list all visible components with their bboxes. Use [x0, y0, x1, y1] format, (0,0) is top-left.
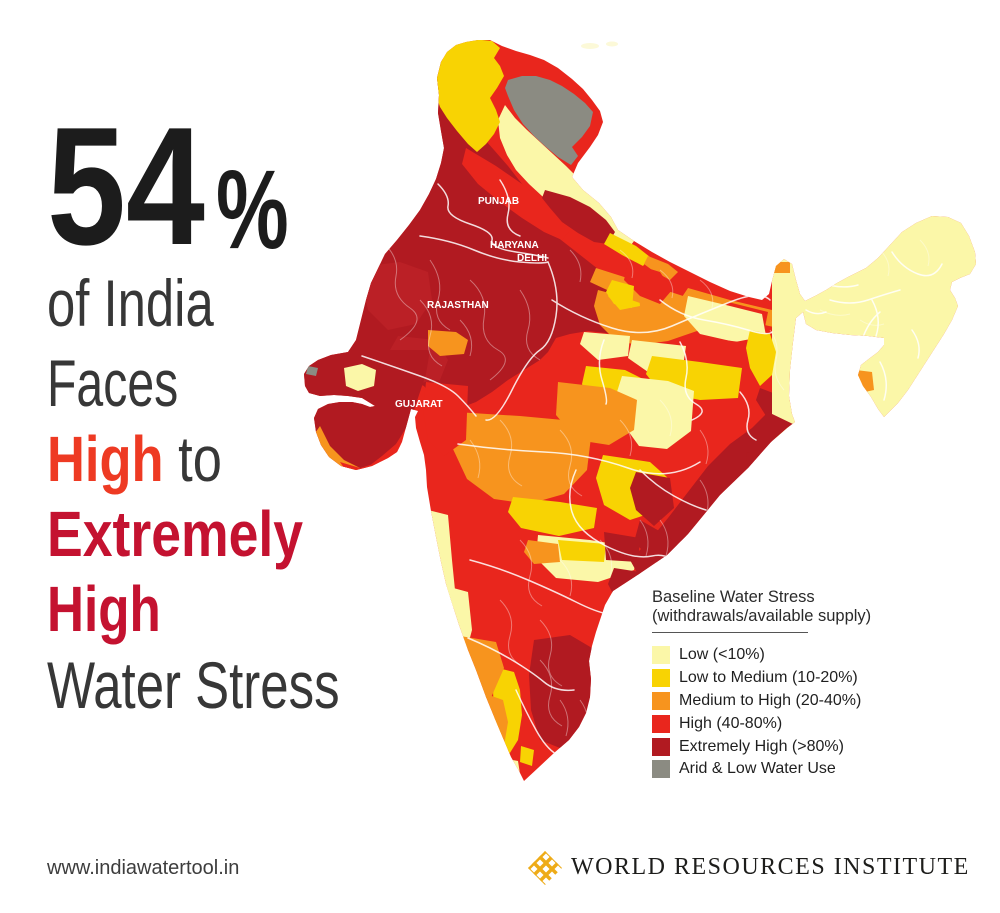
svg-text:HARYANA: HARYANA: [490, 240, 539, 251]
svg-text:PUNJAB: PUNJAB: [478, 196, 519, 207]
svg-text:GUJARAT: GUJARAT: [395, 399, 443, 410]
svg-text:DELHI: DELHI: [517, 253, 547, 264]
svg-text:RAJASTHAN: RAJASTHAN: [427, 300, 489, 311]
